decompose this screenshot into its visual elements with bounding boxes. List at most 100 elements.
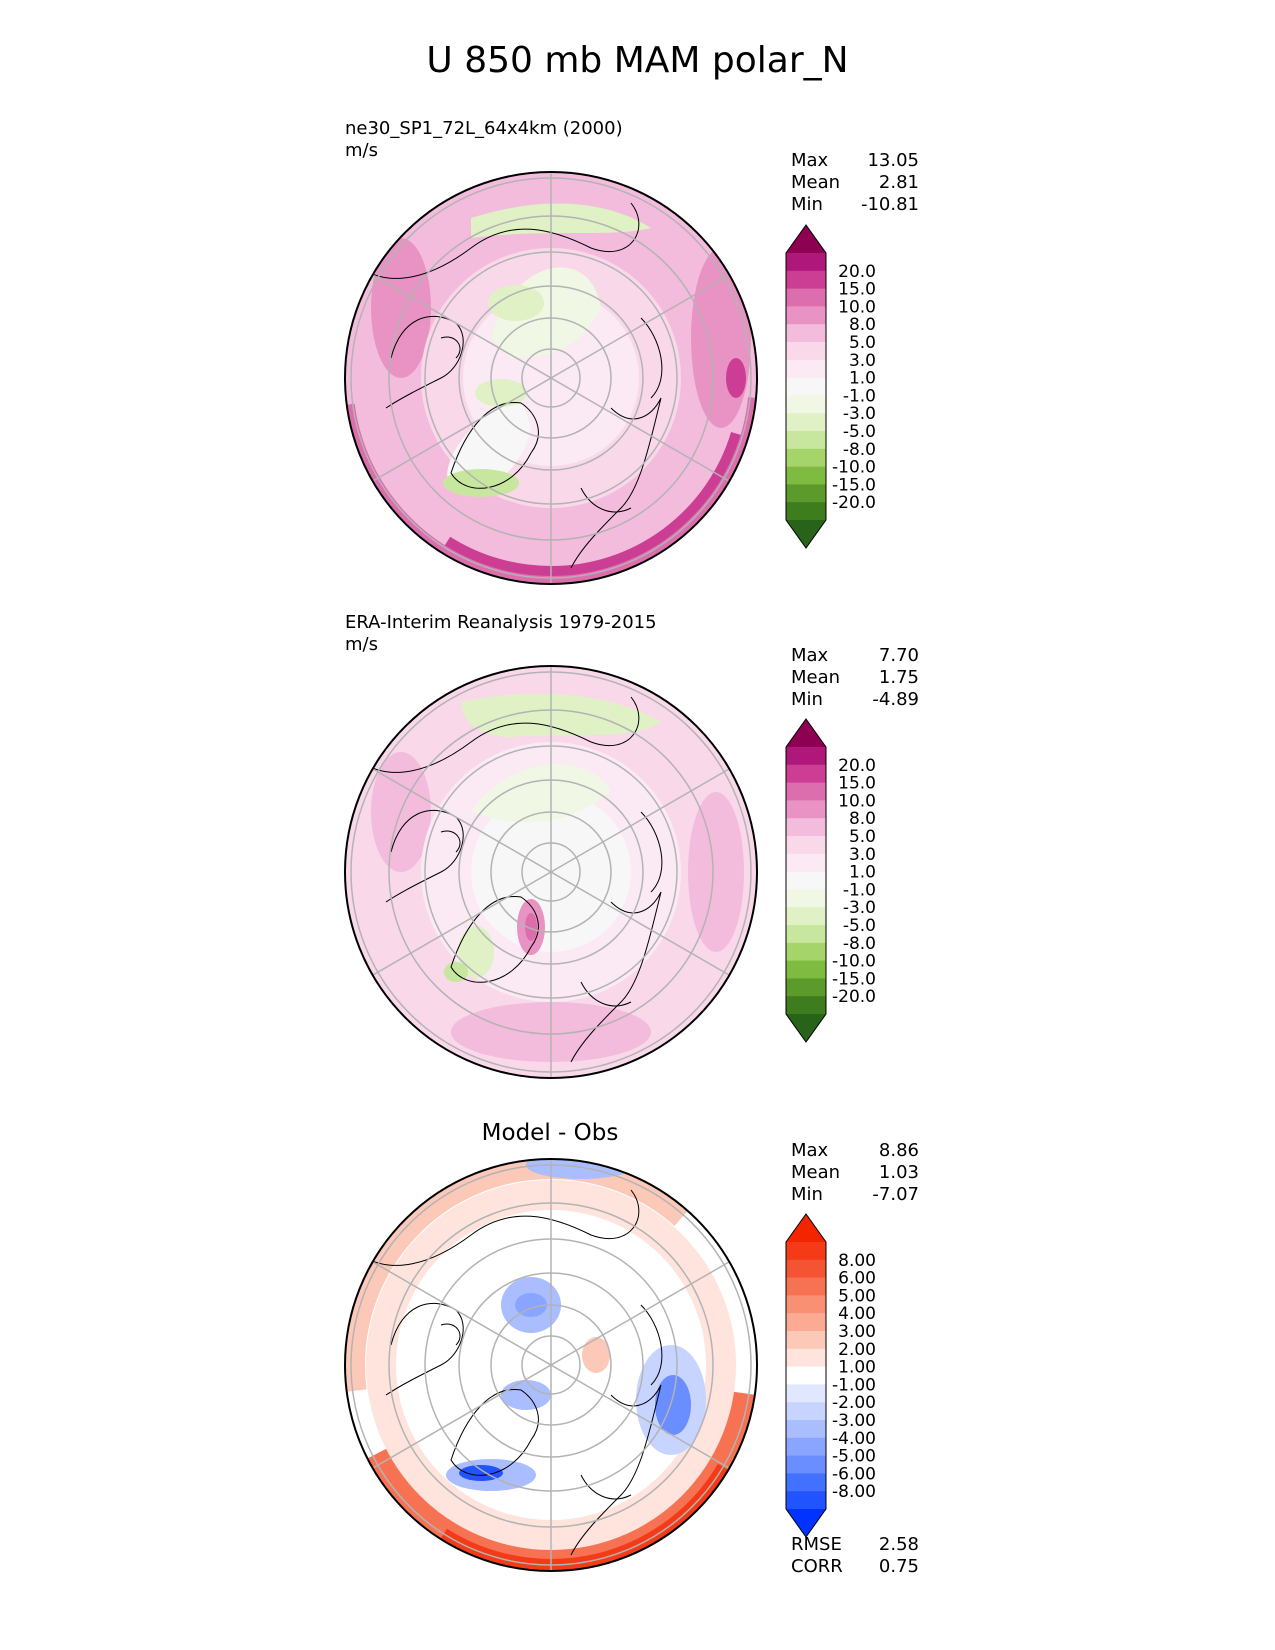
panel1-polar-map [336,163,766,593]
score-name: RMSE [791,1534,842,1556]
missing-data [342,1236,370,1264]
colorbar-segment [786,289,826,307]
colorbar-segment [786,378,826,396]
colorbar-segment [786,413,826,431]
figure-title: U 850 mb MAM polar_N [0,40,1275,81]
colorbar-segment [786,306,826,324]
pacific-westerly [688,792,744,952]
stat-name: Mean [791,667,840,689]
stat-name: Min [791,689,823,711]
colorbar-segment [786,1295,826,1313]
panel1-title: ne30_SP1_72L_64x4km (2000) [345,118,623,140]
score-value: 0.75 [879,1556,919,1578]
colorbar-segment [786,1278,826,1296]
panel2-units: m/s [345,634,657,656]
panel3-polar-map [336,1150,766,1580]
colorbar-tick-label: -20.0 [832,493,876,513]
stat-name: Max [791,1140,828,1162]
colorbar-segment [786,1349,826,1367]
colorbar-segment [786,1367,826,1385]
missing-data [341,258,371,288]
stat-row: Mean 1.75 [791,667,919,689]
colorbar-segment [786,1384,826,1402]
colorbar-segment [786,925,826,943]
colorbar-tick-label: -8.00 [832,1482,876,1502]
stat-row: Max 13.05 [791,150,919,172]
panel2-colorbar: 20.015.010.08.05.03.01.0-1.0-3.0-5.0-8.0… [786,717,926,1017]
negative-bias-greenland [501,1380,551,1410]
figure: U 850 mb MAM polar_N ne30_SP1_72L_64x4km… [0,0,1275,1650]
colorbar-segment [786,1456,826,1474]
panel3-scores: RMSE 2.58 CORR 0.75 [791,1534,919,1578]
stat-row: Max 8.86 [791,1140,919,1162]
colorbar-segment [786,1313,826,1331]
colorbar-segment [786,395,826,413]
stat-value: -4.89 [872,689,919,711]
panel3-title: Model - Obs [320,1120,780,1146]
stat-name: Mean [791,1162,840,1184]
colorbar-segment [786,872,826,890]
stat-row: Mean 2.81 [791,172,919,194]
stat-name: Max [791,645,828,667]
stat-row: Max 7.70 [791,645,919,667]
stat-name: Mean [791,172,840,194]
panel3-colorbar: 8.006.005.004.003.002.001.00-1.00-2.00-3… [786,1212,926,1512]
score-value: 2.58 [879,1534,919,1556]
panel1-label: ne30_SP1_72L_64x4km (2000) m/s [345,118,623,162]
colorbar-extend-min [786,1509,826,1537]
colorbar-segment [786,271,826,289]
colorbar-segment [786,1260,826,1278]
colorbar-segment [786,996,826,1014]
colorbar-segment [786,907,826,925]
colorbar-segment [786,1438,826,1456]
stat-name: Min [791,1184,823,1206]
panel3-stats: Max 8.86 Mean 1.03 Min -7.07 [791,1140,919,1206]
colorbar-segment [786,342,826,360]
colorbar-segment [786,943,826,961]
stat-row: Mean 1.03 [791,1162,919,1184]
colorbar-extend-max [786,225,826,253]
colorbar-segment [786,978,826,996]
stat-name: Max [791,150,828,172]
colorbar-segment [786,502,826,520]
panel2-title: ERA-Interim Reanalysis 1979-2015 [345,612,657,634]
stat-row: Min -10.81 [791,194,919,216]
arctic-easterly-core [488,285,544,321]
colorbar-segment [786,1491,826,1509]
colorbar-segment [786,800,826,818]
colorbar-segment [786,783,826,801]
colorbar-segment [786,1242,826,1260]
pacific-jet [691,248,751,428]
colorbar-segment [786,1420,826,1438]
colorbar-segment [786,747,826,765]
colorbar-segment [786,431,826,449]
stat-value: 1.03 [879,1162,919,1184]
colorbar-segment [786,1473,826,1491]
panel2-polar-map [336,657,766,1087]
panel1-stats: Max 13.05 Mean 2.81 Min -10.81 [791,150,919,216]
colorbar-segment [786,854,826,872]
panel1-colorbar: 20.015.010.08.05.03.01.0-1.0-3.0-5.0-8.0… [786,223,926,523]
colorbar-segment [786,1402,826,1420]
colorbar-segment [786,765,826,783]
colorbar-segment [786,449,826,467]
pacific-jet-core [726,358,746,398]
stat-row: Min -7.07 [791,1184,919,1206]
score-row: CORR 0.75 [791,1556,919,1578]
panel2-stats: Max 7.70 Mean 1.75 Min -4.89 [791,645,919,711]
stat-name: Min [791,194,823,216]
score-name: CORR [791,1556,843,1578]
colorbar-segment [786,467,826,485]
colorbar-segment [786,889,826,907]
colorbar-segment [786,253,826,271]
stat-value: 13.05 [867,150,919,172]
colorbar-tick-label: -20.0 [832,987,876,1007]
colorbar-segment [786,818,826,836]
colorbar-extend-min [786,520,826,548]
stat-value: 7.70 [879,645,919,667]
stat-value: 1.75 [879,667,919,689]
panel1-units: m/s [345,140,623,162]
stat-value: -7.07 [872,1184,919,1206]
colorbar-segment [786,484,826,502]
score-row: RMSE 2.58 [791,1534,919,1556]
